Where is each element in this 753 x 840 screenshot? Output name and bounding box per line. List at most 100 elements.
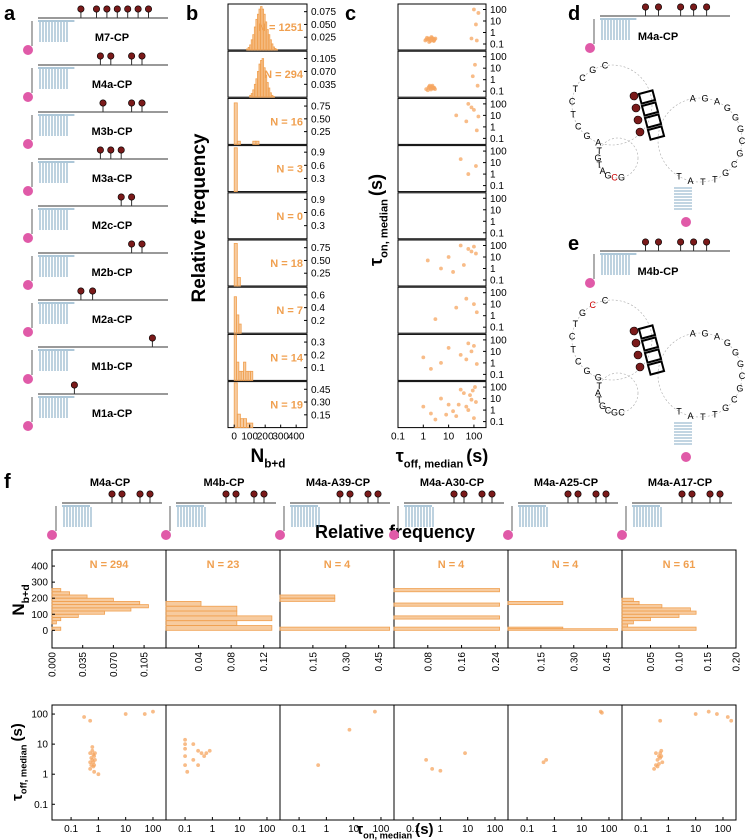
scatter-point bbox=[657, 762, 661, 766]
y-tick-label: 10 bbox=[490, 111, 502, 122]
histogram-bar bbox=[233, 147, 238, 193]
y-tick-label: 0 bbox=[42, 626, 48, 637]
plot-frame bbox=[397, 97, 487, 145]
histogram-bar bbox=[51, 626, 62, 631]
annotation: N = 61 bbox=[663, 559, 696, 571]
nucleotide: C bbox=[731, 159, 738, 169]
g-quartet bbox=[640, 101, 660, 117]
y-tick-label: 300 bbox=[31, 578, 48, 589]
nucleotide: A bbox=[714, 332, 720, 342]
scatter-point bbox=[183, 742, 187, 747]
y-tick-label: 0.50 bbox=[311, 114, 331, 125]
nucleotide: C bbox=[575, 356, 582, 366]
y-tick-label: 0.9 bbox=[311, 148, 325, 159]
construct-label: M4a-A25-CP bbox=[534, 477, 598, 489]
histogram-bar bbox=[51, 620, 57, 625]
nucleotide: G bbox=[724, 338, 731, 348]
x-tick-label: 0.1 bbox=[64, 824, 78, 835]
scatter-point bbox=[470, 74, 475, 79]
modification bbox=[232, 490, 240, 498]
x-tick-label: 100 bbox=[715, 824, 732, 835]
nucleotide: A bbox=[600, 166, 606, 176]
construct-label: M4a-CP bbox=[638, 31, 678, 43]
modification bbox=[716, 490, 724, 498]
y-tick-label: 0.1 bbox=[490, 275, 504, 286]
scatter-point bbox=[123, 712, 128, 716]
x-tick-label: 0.45 bbox=[374, 652, 385, 672]
g-quartet bbox=[637, 89, 657, 105]
x-tick-label: 0.16 bbox=[457, 652, 468, 672]
scatter-point bbox=[472, 302, 476, 307]
fluorophore bbox=[23, 92, 33, 102]
y-tick-label: 100 bbox=[490, 52, 507, 63]
scatter-point bbox=[658, 718, 663, 723]
histogram-bar bbox=[272, 96, 275, 98]
histogram-bar bbox=[233, 102, 238, 145]
y-tick-label: 0.9 bbox=[311, 195, 325, 206]
modification bbox=[631, 338, 641, 348]
y-tick-label: 0.3 bbox=[311, 338, 325, 349]
modification bbox=[346, 490, 354, 498]
modification bbox=[96, 52, 104, 60]
y-tick-label: 0.15 bbox=[311, 410, 331, 421]
scatter-point bbox=[451, 270, 455, 274]
nucleotide: A bbox=[687, 176, 693, 186]
y-tick-label: 1 bbox=[490, 75, 496, 86]
y-tick-label: 10 bbox=[490, 300, 502, 311]
scatter-point bbox=[196, 763, 201, 768]
nucleotide: T bbox=[676, 171, 682, 181]
nucleotide: G bbox=[579, 308, 586, 318]
scatter-point bbox=[454, 113, 459, 118]
modification bbox=[138, 52, 146, 60]
annotation: N = 16 bbox=[270, 116, 303, 128]
scatter-point bbox=[469, 397, 474, 402]
modification bbox=[450, 490, 458, 498]
scatter-point bbox=[473, 385, 477, 389]
modification bbox=[128, 193, 136, 201]
fluorophore bbox=[617, 530, 627, 540]
fluorophore bbox=[23, 327, 33, 337]
nucleotide: G bbox=[737, 124, 744, 134]
scatter-point bbox=[424, 757, 429, 762]
histogram-bar bbox=[51, 604, 149, 609]
y-tick-label: 1 bbox=[490, 28, 496, 39]
fluorophore bbox=[23, 280, 33, 290]
histogram-bar bbox=[51, 617, 62, 622]
x-tick-label: 10 bbox=[690, 824, 702, 835]
scatter-point bbox=[470, 388, 475, 393]
y-tick-label: 0.075 bbox=[311, 7, 336, 18]
histogram-bar bbox=[393, 588, 500, 593]
x-tick-label: 0 bbox=[231, 432, 237, 443]
construct-label: M4a-CP bbox=[92, 79, 132, 91]
y-tick-label: 100 bbox=[490, 194, 507, 205]
y-tick-label: 0.75 bbox=[311, 102, 331, 113]
modification bbox=[107, 52, 115, 60]
nucleotide: G bbox=[736, 383, 743, 393]
loop bbox=[571, 299, 653, 381]
nucleotide: G bbox=[722, 403, 729, 413]
scatter-point bbox=[433, 417, 438, 422]
x-tick-label: 0.08 bbox=[227, 652, 238, 672]
axis-label: τon, median(s) bbox=[356, 821, 433, 840]
modification bbox=[107, 146, 115, 154]
modification bbox=[117, 146, 125, 154]
modification bbox=[146, 490, 154, 498]
scatter-point bbox=[430, 767, 435, 771]
modification bbox=[688, 490, 696, 498]
histogram-bar bbox=[621, 617, 651, 622]
x-tick-label: 0.05 bbox=[646, 652, 657, 672]
y-tick-label: 0.070 bbox=[311, 67, 336, 78]
nucleotide: T bbox=[573, 319, 579, 329]
fluorophore bbox=[389, 530, 399, 540]
y-tick-label: 100 bbox=[490, 99, 507, 110]
construct-label: M4a-A39-CP bbox=[306, 477, 370, 489]
histogram-bar bbox=[165, 605, 238, 612]
fluorophore bbox=[275, 530, 285, 540]
modification bbox=[250, 490, 258, 498]
scatter-point bbox=[421, 355, 426, 360]
scatter-point bbox=[464, 119, 469, 124]
scatter-point bbox=[425, 258, 430, 263]
modification bbox=[118, 490, 126, 498]
plot-frame bbox=[51, 704, 167, 821]
y-tick-label: 10 bbox=[490, 394, 502, 405]
